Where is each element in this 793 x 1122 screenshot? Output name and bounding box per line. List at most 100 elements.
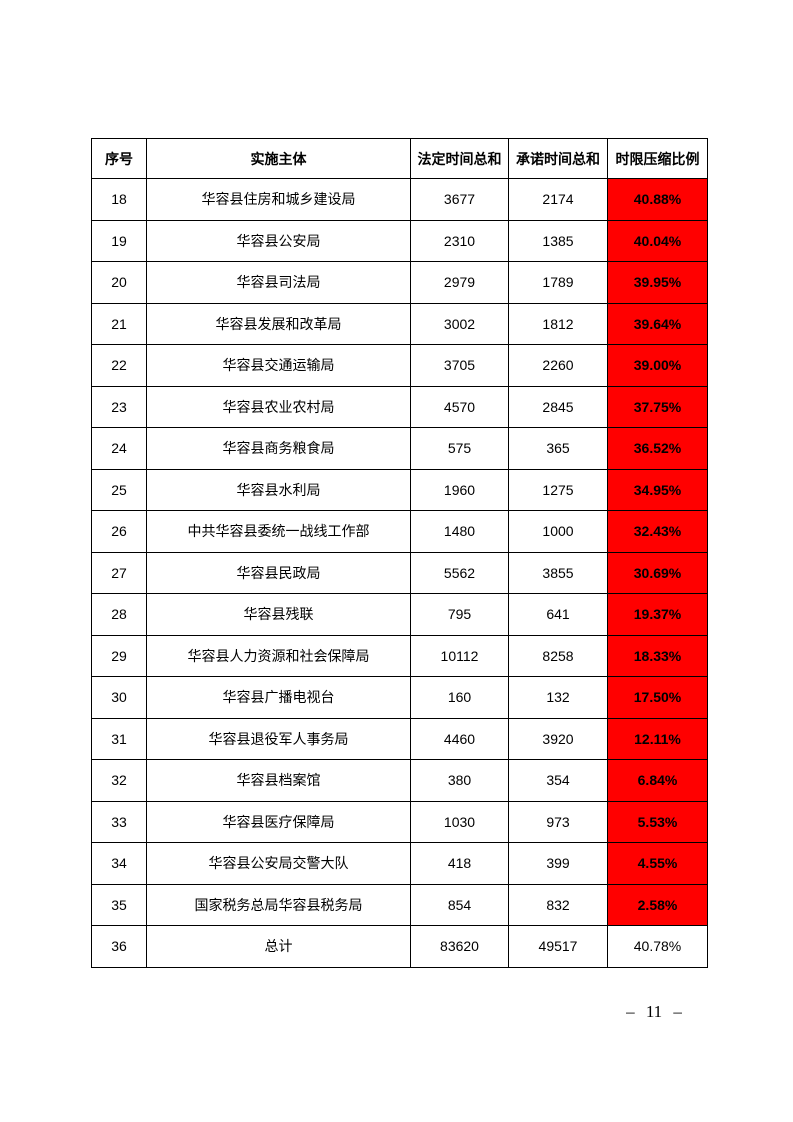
entity-name-cell: 华容县广播电视台 (146, 676, 411, 719)
header-compression-ratio: 时限压缩比例 (607, 138, 708, 179)
ratio-cell: 39.64% (607, 302, 708, 345)
promised-time-cell: 1000 (508, 510, 608, 553)
table-row: 23 华容县农业农村局 4570 2845 37.75% (91, 385, 708, 428)
ratio-cell: 40.04% (607, 219, 708, 262)
promised-time-cell: 2845 (508, 385, 608, 428)
legal-time-cell: 1030 (410, 800, 509, 843)
promised-time-cell: 832 (508, 883, 608, 926)
entity-name-cell: 华容县医疗保障局 (146, 800, 411, 843)
promised-time-cell: 365 (508, 427, 608, 470)
ratio-cell: 6.84% (607, 759, 708, 802)
entity-name-cell: 华容县农业农村局 (146, 385, 411, 428)
entity-name-cell: 华容县公安局交警大队 (146, 842, 411, 885)
ratio-cell: 36.52% (607, 427, 708, 470)
row-number-cell: 24 (91, 427, 147, 470)
entity-name-cell: 华容县商务粮食局 (146, 427, 411, 470)
ratio-cell: 30.69% (607, 551, 708, 594)
ratio-cell: 34.95% (607, 468, 708, 511)
table-row: 21 华容县发展和改革局 3002 1812 39.64% (91, 302, 708, 345)
legal-time-cell: 3677 (410, 178, 509, 221)
row-number-cell: 34 (91, 842, 147, 885)
promised-time-cell: 399 (508, 842, 608, 885)
entity-name-cell: 华容县水利局 (146, 468, 411, 511)
row-number-cell: 27 (91, 551, 147, 594)
row-number-cell: 18 (91, 178, 147, 221)
table-row: 27 华容县民政局 5562 3855 30.69% (91, 551, 708, 594)
entity-name-cell: 总计 (146, 925, 411, 968)
table-row: 29 华容县人力资源和社会保障局 10112 8258 18.33% (91, 634, 708, 677)
entity-name-cell: 华容县发展和改革局 (146, 302, 411, 345)
row-number-cell: 21 (91, 302, 147, 345)
legal-time-cell: 2979 (410, 261, 509, 304)
entity-name-cell: 华容县残联 (146, 593, 411, 636)
table-row: 26 中共华容县委统一战线工作部 1480 1000 32.43% (91, 510, 708, 553)
promised-time-cell: 3855 (508, 551, 608, 594)
row-number-cell: 28 (91, 593, 147, 636)
promised-time-cell: 132 (508, 676, 608, 719)
promised-time-cell: 1812 (508, 302, 608, 345)
legal-time-cell: 1480 (410, 510, 509, 553)
ratio-cell: 39.95% (607, 261, 708, 304)
row-number-cell: 25 (91, 468, 147, 511)
entity-name-cell: 国家税务总局华容县税务局 (146, 883, 411, 926)
table-row: 18 华容县住房和城乡建设局 3677 2174 40.88% (91, 178, 708, 221)
legal-time-cell: 795 (410, 593, 509, 636)
ratio-cell: 39.00% (607, 344, 708, 387)
row-number-cell: 32 (91, 759, 147, 802)
promised-time-cell: 49517 (508, 925, 608, 968)
legal-time-cell: 1960 (410, 468, 509, 511)
header-legal-time-total: 法定时间总和 (410, 138, 509, 179)
header-row: 序号 实施主体 法定时间总和 承诺时间总和 时限压缩比例 (91, 138, 708, 179)
promised-time-cell: 973 (508, 800, 608, 843)
row-number-cell: 23 (91, 385, 147, 428)
entity-name-cell: 华容县公安局 (146, 219, 411, 262)
promised-time-cell: 8258 (508, 634, 608, 677)
row-number-cell: 20 (91, 261, 147, 304)
promised-time-cell: 3920 (508, 717, 608, 760)
page-number: – 11 – (626, 1002, 682, 1021)
ratio-cell: 2.58% (607, 883, 708, 926)
ratio-cell: 17.50% (607, 676, 708, 719)
table-row: 31 华容县退役军人事务局 4460 3920 12.11% (91, 717, 708, 760)
legal-time-cell: 3002 (410, 302, 509, 345)
row-number-cell: 31 (91, 717, 147, 760)
legal-time-cell: 2310 (410, 219, 509, 262)
header-serial-number: 序号 (91, 138, 147, 179)
table-row: 19 华容县公安局 2310 1385 40.04% (91, 219, 708, 262)
ratio-cell: 5.53% (607, 800, 708, 843)
entity-name-cell: 华容县档案馆 (146, 759, 411, 802)
table-row: 34 华容县公安局交警大队 418 399 4.55% (91, 842, 708, 885)
ratio-cell: 37.75% (607, 385, 708, 428)
entity-name-cell: 华容县交通运输局 (146, 344, 411, 387)
ratio-cell: 12.11% (607, 717, 708, 760)
entity-name-cell: 华容县退役军人事务局 (146, 717, 411, 760)
promised-time-cell: 2260 (508, 344, 608, 387)
entity-name-cell: 华容县人力资源和社会保障局 (146, 634, 411, 677)
ratio-cell: 18.33% (607, 634, 708, 677)
entity-name-cell: 华容县住房和城乡建设局 (146, 178, 411, 221)
table-row: 33 华容县医疗保障局 1030 973 5.53% (91, 800, 708, 843)
legal-time-cell: 10112 (410, 634, 509, 677)
row-number-cell: 26 (91, 510, 147, 553)
legal-time-cell: 575 (410, 427, 509, 470)
table-row: 20 华容县司法局 2979 1789 39.95% (91, 261, 708, 304)
legal-time-cell: 160 (410, 676, 509, 719)
entity-name-cell: 华容县司法局 (146, 261, 411, 304)
ratio-cell: 40.78% (607, 925, 708, 968)
legal-time-cell: 418 (410, 842, 509, 885)
table-row: 22 华容县交通运输局 3705 2260 39.00% (91, 344, 708, 387)
row-number-cell: 22 (91, 344, 147, 387)
ratio-cell: 4.55% (607, 842, 708, 885)
legal-time-cell: 83620 (410, 925, 509, 968)
table-row: 30 华容县广播电视台 160 132 17.50% (91, 676, 708, 719)
legal-time-cell: 854 (410, 883, 509, 926)
promised-time-cell: 641 (508, 593, 608, 636)
legal-time-cell: 4570 (410, 385, 509, 428)
row-number-cell: 35 (91, 883, 147, 926)
row-number-cell: 30 (91, 676, 147, 719)
promised-time-cell: 2174 (508, 178, 608, 221)
row-number-cell: 36 (91, 925, 147, 968)
row-number-cell: 19 (91, 219, 147, 262)
table-row: 35 国家税务总局华容县税务局 854 832 2.58% (91, 883, 708, 926)
